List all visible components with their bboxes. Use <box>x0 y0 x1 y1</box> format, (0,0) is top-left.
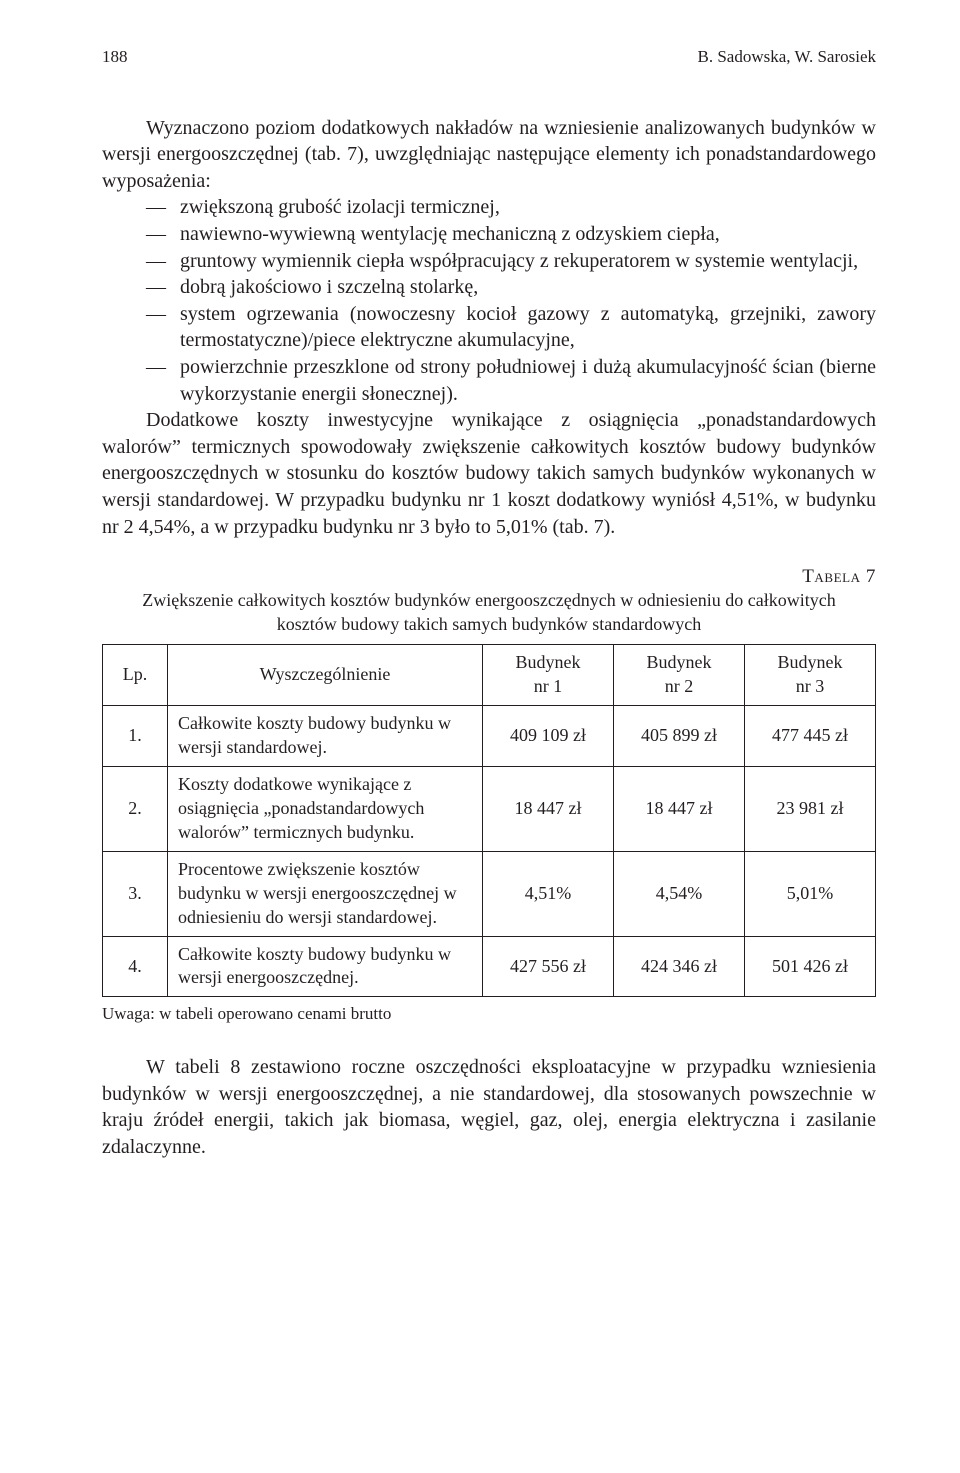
table-row: 1. Całkowite koszty budowy budynku w wer… <box>103 706 876 767</box>
cell-lp: 4. <box>103 936 168 997</box>
table-row: 4. Całkowite koszty budowy budynku w wer… <box>103 936 876 997</box>
table-note: Uwaga: w tabeli operowano cenami brutto <box>102 1003 876 1026</box>
col-lp: Lp. <box>103 645 168 706</box>
cell-b1: 409 109 zł <box>483 706 614 767</box>
table-label: Tabela 7 <box>102 564 876 589</box>
cell-b3: 5,01% <box>745 851 876 936</box>
cell-desc: Całkowite koszty budowy budynku w wersji… <box>168 706 483 767</box>
table-row: 3. Procentowe zwiększenie kosztów budynk… <box>103 851 876 936</box>
cell-lp: 1. <box>103 706 168 767</box>
list-item: dobrą jakościowo i szczelną stolarkę, <box>146 274 876 301</box>
col-b1: Budyneknr 1 <box>483 645 614 706</box>
costs-table: Lp. Wyszczególnienie Budyneknr 1 Budynek… <box>102 644 876 997</box>
cell-b2: 4,54% <box>614 851 745 936</box>
cell-lp: 2. <box>103 766 168 851</box>
cell-b3: 23 981 zł <box>745 766 876 851</box>
cell-b1: 427 556 zł <box>483 936 614 997</box>
running-authors: B. Sadowska, W. Sarosiek <box>698 46 877 69</box>
cell-b3: 501 426 zł <box>745 936 876 997</box>
col-b2: Budyneknr 2 <box>614 645 745 706</box>
list-item: system ogrzewania (nowoczesny kocioł gaz… <box>146 301 876 354</box>
running-head: 188 B. Sadowska, W. Sarosiek <box>102 46 876 69</box>
paragraph-after-table: W tabeli 8 zestawiono roczne oszczędnośc… <box>102 1054 876 1160</box>
list-item: nawiewno-wywiewną wentylację mechaniczną… <box>146 221 876 248</box>
page: 188 B. Sadowska, W. Sarosiek Wyznaczono … <box>0 0 960 1473</box>
cell-b2: 18 447 zł <box>614 766 745 851</box>
list-item: powierzchnie przeszklone od strony połud… <box>146 354 876 407</box>
cell-b3: 477 445 zł <box>745 706 876 767</box>
paragraph-costs: Dodatkowe koszty inwestycyjne wynikające… <box>102 407 876 540</box>
cell-desc: Całkowite koszty budowy budynku w wersji… <box>168 936 483 997</box>
cell-b2: 424 346 zł <box>614 936 745 997</box>
cell-b2: 405 899 zł <box>614 706 745 767</box>
cell-desc: Koszty dodatkowe wynikające z osiągnięci… <box>168 766 483 851</box>
table-caption: Zwiększenie całkowitych kosztów budynków… <box>102 589 876 636</box>
cell-lp: 3. <box>103 851 168 936</box>
col-desc: Wyszczególnienie <box>168 645 483 706</box>
cell-b1: 4,51% <box>483 851 614 936</box>
col-b3: Budyneknr 3 <box>745 645 876 706</box>
paragraph-intro: Wyznaczono poziom dodatkowych nakładów n… <box>102 115 876 195</box>
table-row: 2. Koszty dodatkowe wynikające z osiągni… <box>103 766 876 851</box>
cell-b1: 18 447 zł <box>483 766 614 851</box>
equipment-list: zwiększoną grubość izolacji termicznej, … <box>102 194 876 407</box>
table-header-row: Lp. Wyszczególnienie Budyneknr 1 Budynek… <box>103 645 876 706</box>
list-item: zwiększoną grubość izolacji termicznej, <box>146 194 876 221</box>
cell-desc: Procentowe zwiększenie kosztów budynku w… <box>168 851 483 936</box>
list-item: gruntowy wymiennik ciepła współpracujący… <box>146 248 876 275</box>
page-number: 188 <box>102 46 128 69</box>
